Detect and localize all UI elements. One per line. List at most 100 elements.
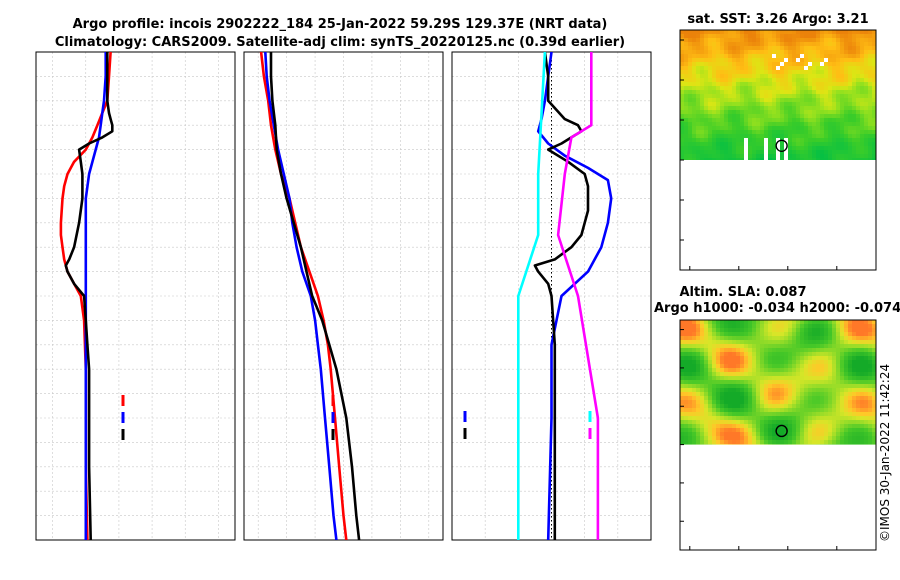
heatmap-cell bbox=[780, 348, 784, 352]
heatmap-cell bbox=[700, 82, 704, 86]
heatmap-cell bbox=[784, 428, 788, 432]
heatmap-cell bbox=[864, 416, 868, 420]
heatmap-cell bbox=[836, 428, 840, 432]
heatmap-cell bbox=[776, 34, 780, 38]
heatmap-cell bbox=[844, 78, 848, 82]
heatmap-cell bbox=[704, 336, 708, 340]
heatmap-cell bbox=[748, 58, 752, 62]
heatmap-cell bbox=[768, 368, 772, 372]
heatmap-cell bbox=[872, 82, 876, 86]
heatmap-cell bbox=[720, 138, 724, 142]
heatmap-cell bbox=[864, 74, 868, 78]
heatmap-cell bbox=[752, 360, 756, 364]
heatmap-cell bbox=[720, 444, 724, 445]
heatmap-cell bbox=[760, 138, 764, 142]
heatmap-cell bbox=[696, 324, 700, 328]
heatmap-cell bbox=[852, 396, 856, 400]
heatmap-cell bbox=[704, 50, 708, 54]
heatmap-cell bbox=[864, 380, 868, 384]
heatmap-cell bbox=[700, 420, 704, 424]
heatmap-cell bbox=[752, 30, 756, 34]
heatmap-cell bbox=[760, 110, 764, 114]
heatmap-cell bbox=[684, 46, 688, 50]
heatmap-cell bbox=[716, 400, 720, 404]
heatmap-cell bbox=[848, 396, 852, 400]
heatmap-cell bbox=[860, 324, 864, 328]
heatmap-cell bbox=[840, 376, 844, 380]
heatmap-cell bbox=[808, 38, 812, 42]
heatmap-cell bbox=[784, 74, 788, 78]
heatmap-cell bbox=[836, 126, 840, 130]
heatmap-cell bbox=[712, 98, 716, 102]
heatmap-cell bbox=[804, 416, 808, 420]
heatmap-cell bbox=[788, 412, 792, 416]
heatmap-cell bbox=[812, 110, 816, 114]
heatmap-cell bbox=[780, 150, 784, 154]
heatmap-cell bbox=[724, 110, 728, 114]
heatmap-cell bbox=[796, 328, 800, 332]
heatmap-cell bbox=[804, 428, 808, 432]
heatmap-cell bbox=[684, 142, 688, 146]
heatmap-cell bbox=[832, 66, 836, 70]
heatmap-cell bbox=[740, 106, 744, 110]
heatmap-cell bbox=[748, 416, 752, 420]
heatmap-cell bbox=[816, 142, 820, 146]
heatmap-cell bbox=[716, 364, 720, 368]
heatmap-cell bbox=[692, 126, 696, 130]
heatmap-cell bbox=[840, 42, 844, 46]
heatmap-cell bbox=[716, 86, 720, 90]
heatmap-cell bbox=[692, 98, 696, 102]
heatmap-cell bbox=[864, 82, 868, 86]
heatmap-cell bbox=[744, 58, 748, 62]
heatmap-cell bbox=[708, 66, 712, 70]
heatmap-cell bbox=[680, 324, 684, 328]
heatmap-cell bbox=[792, 30, 796, 34]
heatmap-cell bbox=[820, 74, 824, 78]
heatmap-cell bbox=[704, 352, 708, 356]
heatmap-cell bbox=[824, 82, 828, 86]
heatmap-cell bbox=[824, 122, 828, 126]
series-group bbox=[59, 52, 114, 540]
heatmap-cell bbox=[808, 396, 812, 400]
heatmap-cell bbox=[700, 400, 704, 404]
heatmap-cell bbox=[844, 368, 848, 372]
heatmap-cell bbox=[720, 30, 724, 34]
heatmap-cell bbox=[840, 142, 844, 146]
heatmap-cell bbox=[852, 340, 856, 344]
heatmap-cell bbox=[708, 134, 712, 138]
heatmap-cell bbox=[720, 38, 724, 42]
heatmap-cell bbox=[776, 126, 780, 130]
heatmap-cell bbox=[700, 118, 704, 122]
heatmap-cell bbox=[848, 368, 852, 372]
heatmap-cell bbox=[732, 416, 736, 420]
heatmap-cell bbox=[680, 352, 684, 356]
heatmap-cell bbox=[740, 154, 744, 158]
heatmap-cell bbox=[760, 154, 764, 158]
heatmap-cell bbox=[844, 412, 848, 416]
heatmap-cell bbox=[752, 74, 756, 78]
heatmap-cell bbox=[816, 62, 820, 66]
heatmap-cell bbox=[828, 66, 832, 70]
heatmap-cell bbox=[796, 154, 800, 158]
heatmap-cell bbox=[872, 444, 876, 445]
heatmap-cell bbox=[800, 62, 804, 66]
heatmap-cell bbox=[712, 142, 716, 146]
heatmap-cell bbox=[732, 154, 736, 158]
heatmap-cell bbox=[792, 396, 796, 400]
heatmap-cell bbox=[720, 62, 724, 66]
heatmap-cell bbox=[720, 352, 724, 356]
heatmap-cell bbox=[768, 102, 772, 106]
heatmap-cell bbox=[732, 110, 736, 114]
heatmap-cell bbox=[812, 122, 816, 126]
heatmap-cell bbox=[780, 58, 784, 62]
heatmap-cell bbox=[696, 118, 700, 122]
heatmap-cell bbox=[696, 380, 700, 384]
heatmap-cell bbox=[688, 34, 692, 38]
heatmap-cell bbox=[760, 360, 764, 364]
heatmap-cell bbox=[764, 404, 768, 408]
heatmap-cell bbox=[756, 118, 760, 122]
heatmap-cell bbox=[816, 150, 820, 154]
heatmap-cell bbox=[732, 404, 736, 408]
heatmap-cell bbox=[872, 34, 876, 38]
heatmap-cell bbox=[832, 30, 836, 34]
